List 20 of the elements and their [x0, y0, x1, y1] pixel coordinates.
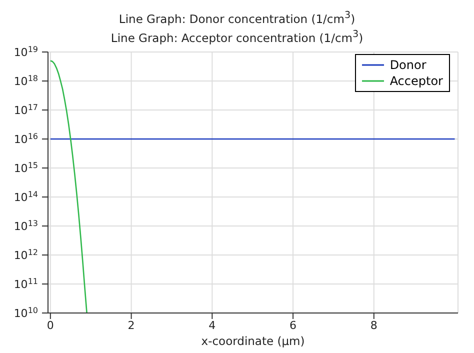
- y-tick-label: 10$^{15}$: [14, 160, 38, 175]
- x-tick-label: 0: [46, 318, 54, 332]
- y-tick-label: 10$^{13}$: [14, 218, 38, 233]
- legend-label: Donor: [390, 57, 426, 73]
- legend-label: Acceptor: [390, 73, 443, 89]
- y-tick-label: 10$^{17}$: [14, 102, 38, 117]
- y-tick-label: 10$^{11}$: [14, 276, 38, 291]
- chart-subtitle: Line Graph: Acceptor concentration (1/cm$^{3}$): [110, 28, 364, 46]
- chart-title: Line Graph: Donor concentration (1/cm$^{3}$): [118, 9, 356, 27]
- x-axis-title: x-coordinate (µm): [201, 334, 305, 348]
- y-tick-label: 10$^{14}$: [14, 189, 38, 204]
- x-tick-label: 4: [208, 318, 216, 332]
- x-tick-label: 2: [128, 318, 135, 332]
- x-tick-label: 8: [370, 318, 378, 332]
- y-tick-label: 10$^{18}$: [14, 73, 38, 88]
- line-series: [50, 60, 88, 313]
- y-tick-label: 10$^{10}$: [14, 305, 38, 320]
- x-tick-label: 6: [290, 318, 297, 332]
- y-tick-label: 10$^{16}$: [14, 131, 38, 146]
- y-tick-label: 10$^{12}$: [14, 247, 38, 262]
